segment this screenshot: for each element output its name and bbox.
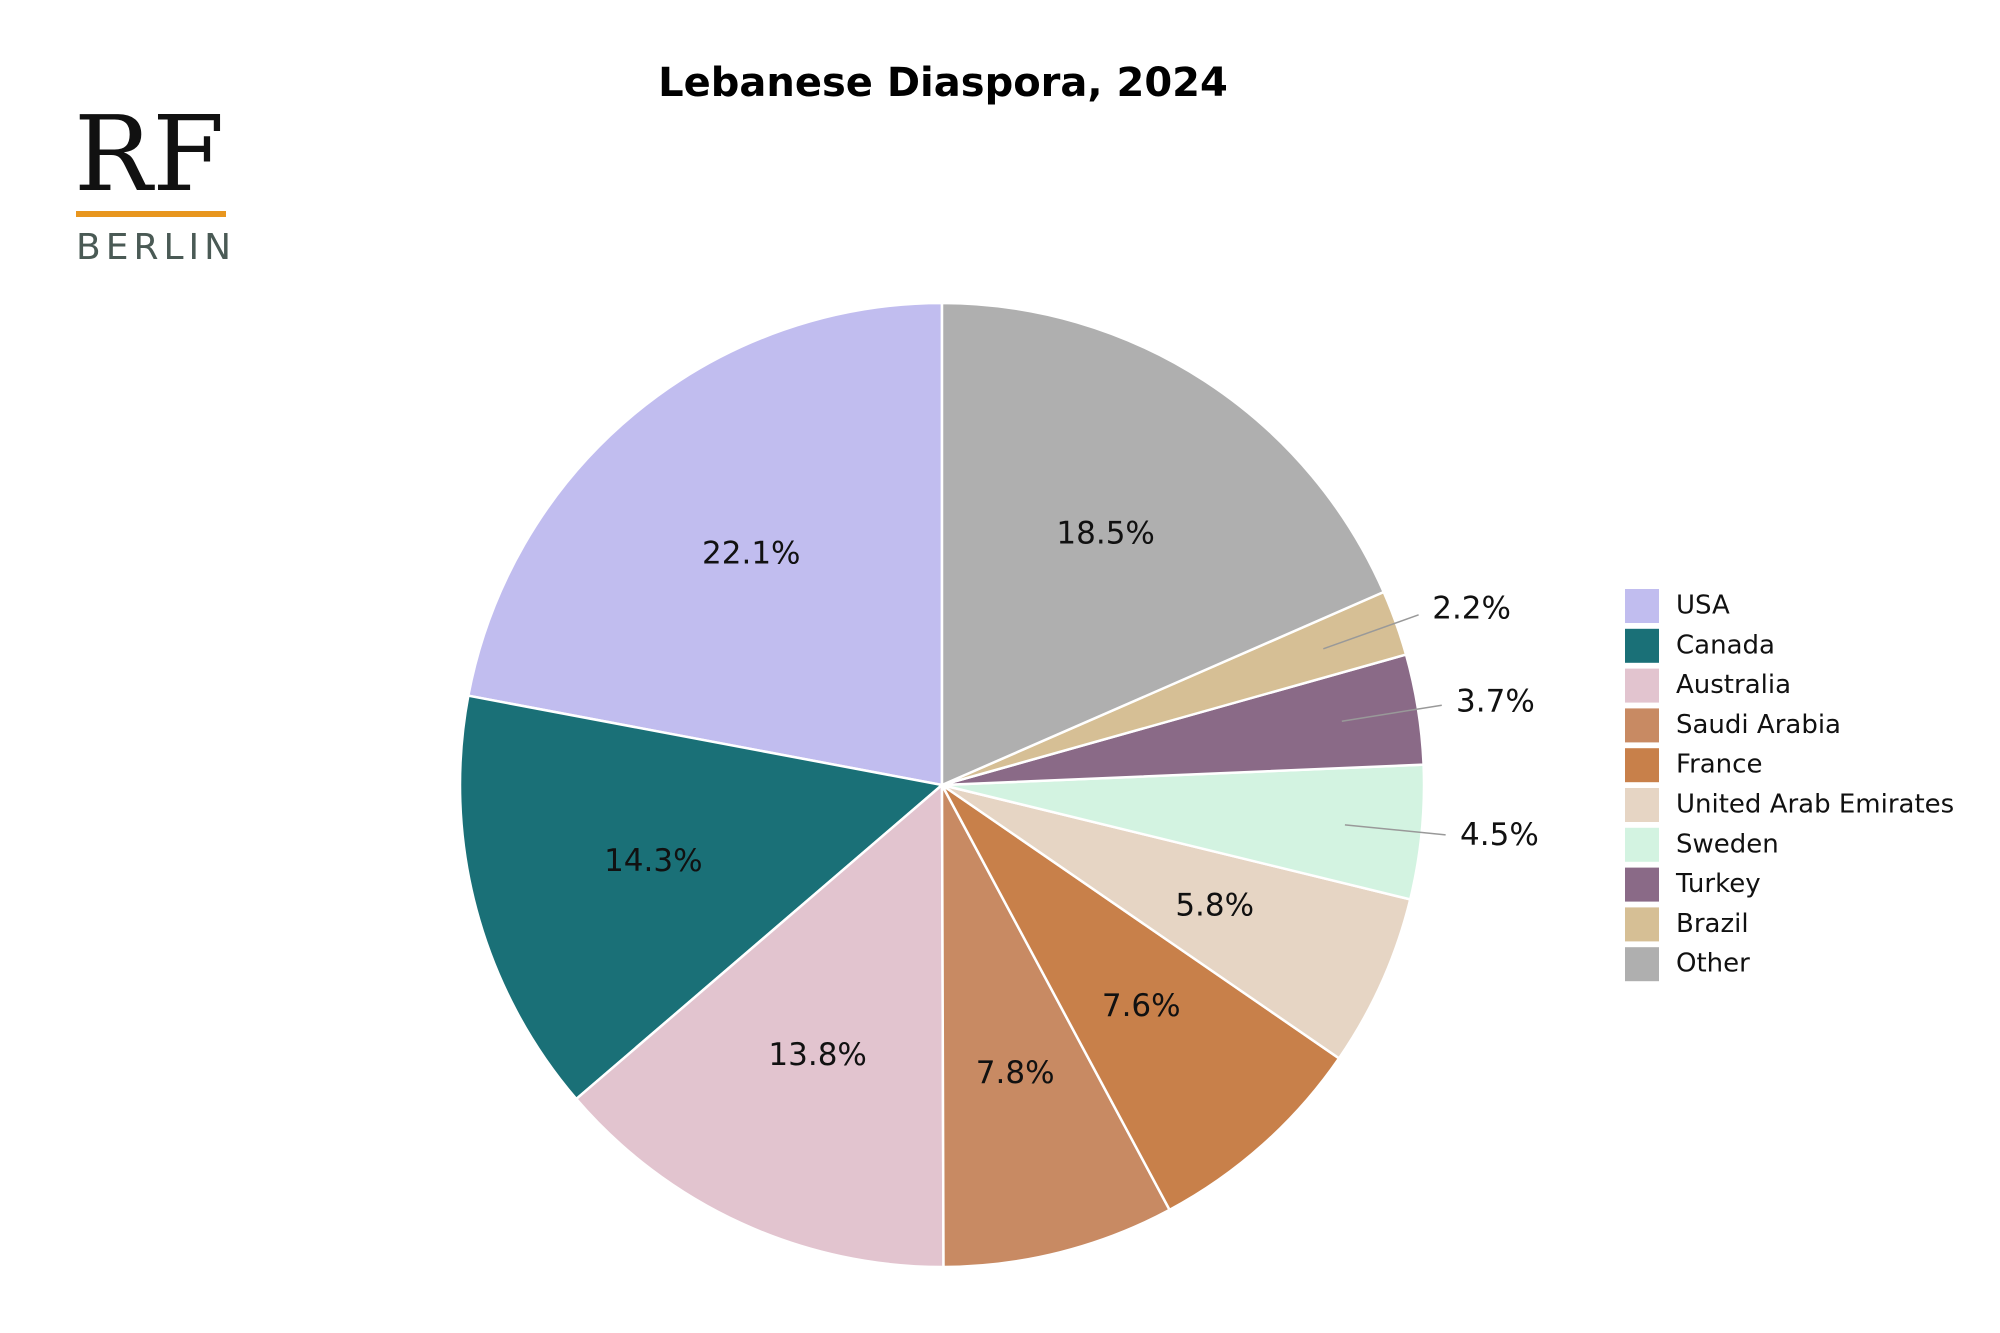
slice-label-turkey: 3.7% (1456, 684, 1535, 720)
legend-swatch-other (1625, 947, 1659, 982)
slice-canada (458, 694, 945, 1101)
rf-berlin-logo: RF BERLIN (74, 93, 236, 268)
legend-item-brazil: Brazil (1625, 907, 1749, 942)
legend-item-other: Other (1625, 947, 1750, 982)
legend-label-australia: Australia (1676, 670, 1791, 700)
legend-item-australia: Australia (1625, 668, 1791, 703)
logo-sub-text: BERLIN (76, 227, 236, 268)
logo-rule (76, 211, 226, 217)
legend-item-sweden: Sweden (1625, 827, 1779, 862)
legend-label-turkey: Turkey (1675, 869, 1761, 899)
slice-label-united-arab-emirates: 5.8% (1175, 888, 1254, 924)
slice-france (940, 783, 1341, 1212)
legend-label-sweden: Sweden (1676, 829, 1779, 859)
slice-label-sweden: 4.5% (1460, 817, 1539, 853)
legend-item-turkey: Turkey (1625, 867, 1761, 902)
slice-label-canada: 14.3% (604, 843, 702, 879)
slice-australia (574, 782, 945, 1269)
legend-swatch-turkey (1625, 867, 1659, 902)
legend-swatch-australia (1625, 668, 1659, 703)
legend-label-saudi-arabia: Saudi Arabia (1676, 710, 1841, 740)
legend-label-france: France (1676, 750, 1762, 780)
legend-swatch-sweden (1625, 827, 1659, 862)
logo-main-text: RF (74, 93, 224, 215)
legend-swatch-saudi-arabia (1625, 708, 1659, 743)
legend-label-usa: USA (1676, 591, 1730, 621)
legend-item-saudi-arabia: Saudi Arabia (1625, 708, 1841, 743)
legend-label-brazil: Brazil (1676, 909, 1749, 939)
slice-label-other: 18.5% (1056, 515, 1154, 551)
legend-label-other: Other (1676, 949, 1750, 979)
legend-item-canada: Canada (1625, 628, 1775, 663)
legend-swatch-usa (1625, 589, 1659, 623)
legend-label-united-arab-emirates: United Arab Emirates (1676, 790, 1954, 820)
slice-united-arab-emirates (941, 783, 1412, 1061)
leader-line-turkey (1341, 704, 1442, 722)
leader-line-sweden (1344, 824, 1446, 836)
slice-label-brazil: 2.2% (1432, 590, 1511, 626)
slice-label-saudi-arabia: 7.8% (976, 1055, 1055, 1091)
pie-labels: 22.1% 14.3% 13.8% 7.8% 7.6% 5.8% 4.5% 3.7% 2.2% 1… (604, 515, 1539, 1091)
slice-label-france: 7.6% (1102, 988, 1181, 1024)
chart-title: Lebanese Diaspora, 2024 (658, 60, 1228, 106)
slice-other (940, 301, 1386, 787)
legend: USA Canada Australia Saudi Arabia France Unit… (1625, 589, 1954, 982)
slice-label-australia: 13.8% (768, 1037, 866, 1073)
legend-swatch-brazil (1625, 907, 1659, 942)
legend-swatch-united-arab-emirates (1625, 788, 1659, 822)
pie-slices (458, 301, 1426, 1269)
legend-swatch-canada (1625, 628, 1659, 663)
legend-label-canada: Canada (1676, 630, 1775, 660)
legend-swatch-france (1625, 748, 1659, 783)
legend-item-france: France (1625, 748, 1762, 783)
legend-item-usa: USA (1625, 589, 1730, 623)
slice-saudi-arabia (940, 784, 1172, 1269)
slice-usa (466, 301, 944, 787)
legend-item-united-arab-emirates: United Arab Emirates (1625, 788, 1954, 822)
leader-line-brazil (1323, 614, 1419, 650)
slice-label-usa: 22.1% (702, 535, 800, 571)
